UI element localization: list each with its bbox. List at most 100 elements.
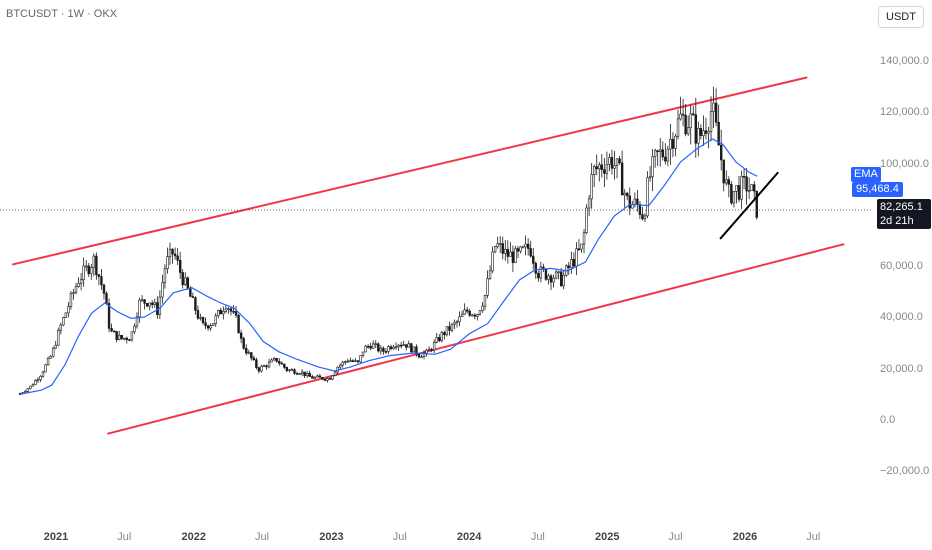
- candle-body: [676, 118, 680, 137]
- candle-body: [659, 149, 662, 152]
- candle-body: [577, 248, 581, 251]
- candle-body: [745, 176, 748, 192]
- candle-body: [36, 379, 40, 381]
- x-tick-label: Jul: [254, 531, 270, 543]
- x-tick-label: Jul: [392, 531, 407, 543]
- candle-body: [407, 343, 410, 348]
- candle-body: [699, 128, 703, 136]
- ema-line[interactable]: [20, 138, 758, 395]
- candle-body: [539, 266, 543, 279]
- candle-body: [600, 164, 604, 170]
- candle-body: [295, 373, 299, 375]
- candle-body: [387, 346, 390, 352]
- candle-body: [620, 162, 624, 196]
- candle-body: [364, 345, 367, 353]
- candle-body: [506, 248, 510, 257]
- candle-body: [509, 251, 512, 257]
- candle-body: [435, 337, 438, 343]
- candle-body: [222, 311, 225, 315]
- candle-body: [394, 346, 398, 349]
- candle-body: [311, 376, 314, 379]
- candle-body: [351, 360, 355, 362]
- lower-channel-line[interactable]: [107, 243, 845, 435]
- candle-body: [105, 293, 108, 304]
- candle-body: [747, 190, 751, 192]
- candle-body: [692, 113, 695, 116]
- currency-button[interactable]: USDT: [878, 6, 924, 28]
- candle-body: [161, 282, 164, 298]
- candle-body: [427, 348, 431, 351]
- upper-channel-line[interactable]: [12, 76, 808, 266]
- trendline[interactable]: [719, 171, 779, 240]
- candle-body: [151, 302, 154, 305]
- candle-body: [341, 361, 344, 366]
- candle-body: [26, 388, 29, 392]
- candle-body: [638, 204, 642, 215]
- candle-body: [318, 375, 322, 378]
- candle-body: [217, 309, 220, 317]
- candle-body: [440, 332, 443, 342]
- candle-body: [547, 275, 550, 280]
- candle-body: [689, 113, 692, 128]
- candle-body: [39, 376, 42, 380]
- candle-body: [549, 275, 553, 283]
- x-tick-label: 2026: [732, 531, 758, 543]
- candle-body: [417, 353, 421, 358]
- candle-body: [84, 265, 88, 268]
- candle-body: [572, 259, 576, 267]
- candle-body: [173, 253, 177, 257]
- candle-body: [567, 265, 570, 268]
- candle-body: [90, 267, 93, 275]
- candle-body: [44, 364, 47, 373]
- candle-body: [168, 248, 172, 257]
- x-tick-label: Jul: [117, 531, 132, 543]
- y-tick-label: 20,000.0: [880, 362, 923, 375]
- candle-body: [354, 360, 357, 362]
- candle-body: [585, 207, 588, 233]
- y-tick-label: 40,000.0: [880, 311, 923, 324]
- candle-body: [189, 288, 192, 297]
- candle-body: [283, 363, 286, 368]
- candle-body: [725, 179, 728, 184]
- x-tick-label: Jul: [806, 531, 821, 543]
- candle-body: [138, 299, 141, 318]
- candle-body: [504, 248, 507, 254]
- candle-body: [57, 329, 60, 346]
- bar-countdown: 2d 21h: [880, 215, 914, 227]
- candle-body: [333, 371, 337, 376]
- candle-body: [532, 255, 535, 264]
- candle-body: [420, 356, 423, 358]
- candle-body: [196, 310, 200, 319]
- candle-body: [125, 337, 129, 340]
- candle-body: [232, 310, 235, 313]
- candle-body: [234, 311, 238, 316]
- candle-body: [712, 102, 715, 112]
- candle-body: [730, 184, 733, 204]
- candle-body: [732, 191, 736, 204]
- candle-body: [496, 243, 499, 247]
- y-tick-label: −20,000.0: [880, 465, 930, 478]
- candle-body: [305, 372, 309, 377]
- candle-body: [618, 158, 621, 164]
- candle-body: [605, 164, 609, 174]
- candle-body: [430, 348, 433, 351]
- candle-body: [727, 179, 731, 185]
- candle-body: [51, 347, 55, 357]
- candle-body: [552, 277, 555, 283]
- candle-body: [534, 263, 537, 274]
- candle-body: [460, 313, 464, 317]
- candle-body: [130, 331, 134, 341]
- candle-body: [204, 322, 207, 327]
- candle-body: [714, 102, 718, 123]
- candle-body: [293, 369, 296, 374]
- candle-body: [374, 343, 377, 346]
- candle-body: [465, 309, 469, 312]
- candle-body: [674, 135, 677, 149]
- candle-body: [478, 310, 482, 315]
- candle-body: [719, 144, 723, 161]
- candle-body: [750, 184, 753, 191]
- candle-body: [366, 345, 370, 348]
- candle-body: [288, 369, 291, 372]
- candle-body: [82, 265, 85, 280]
